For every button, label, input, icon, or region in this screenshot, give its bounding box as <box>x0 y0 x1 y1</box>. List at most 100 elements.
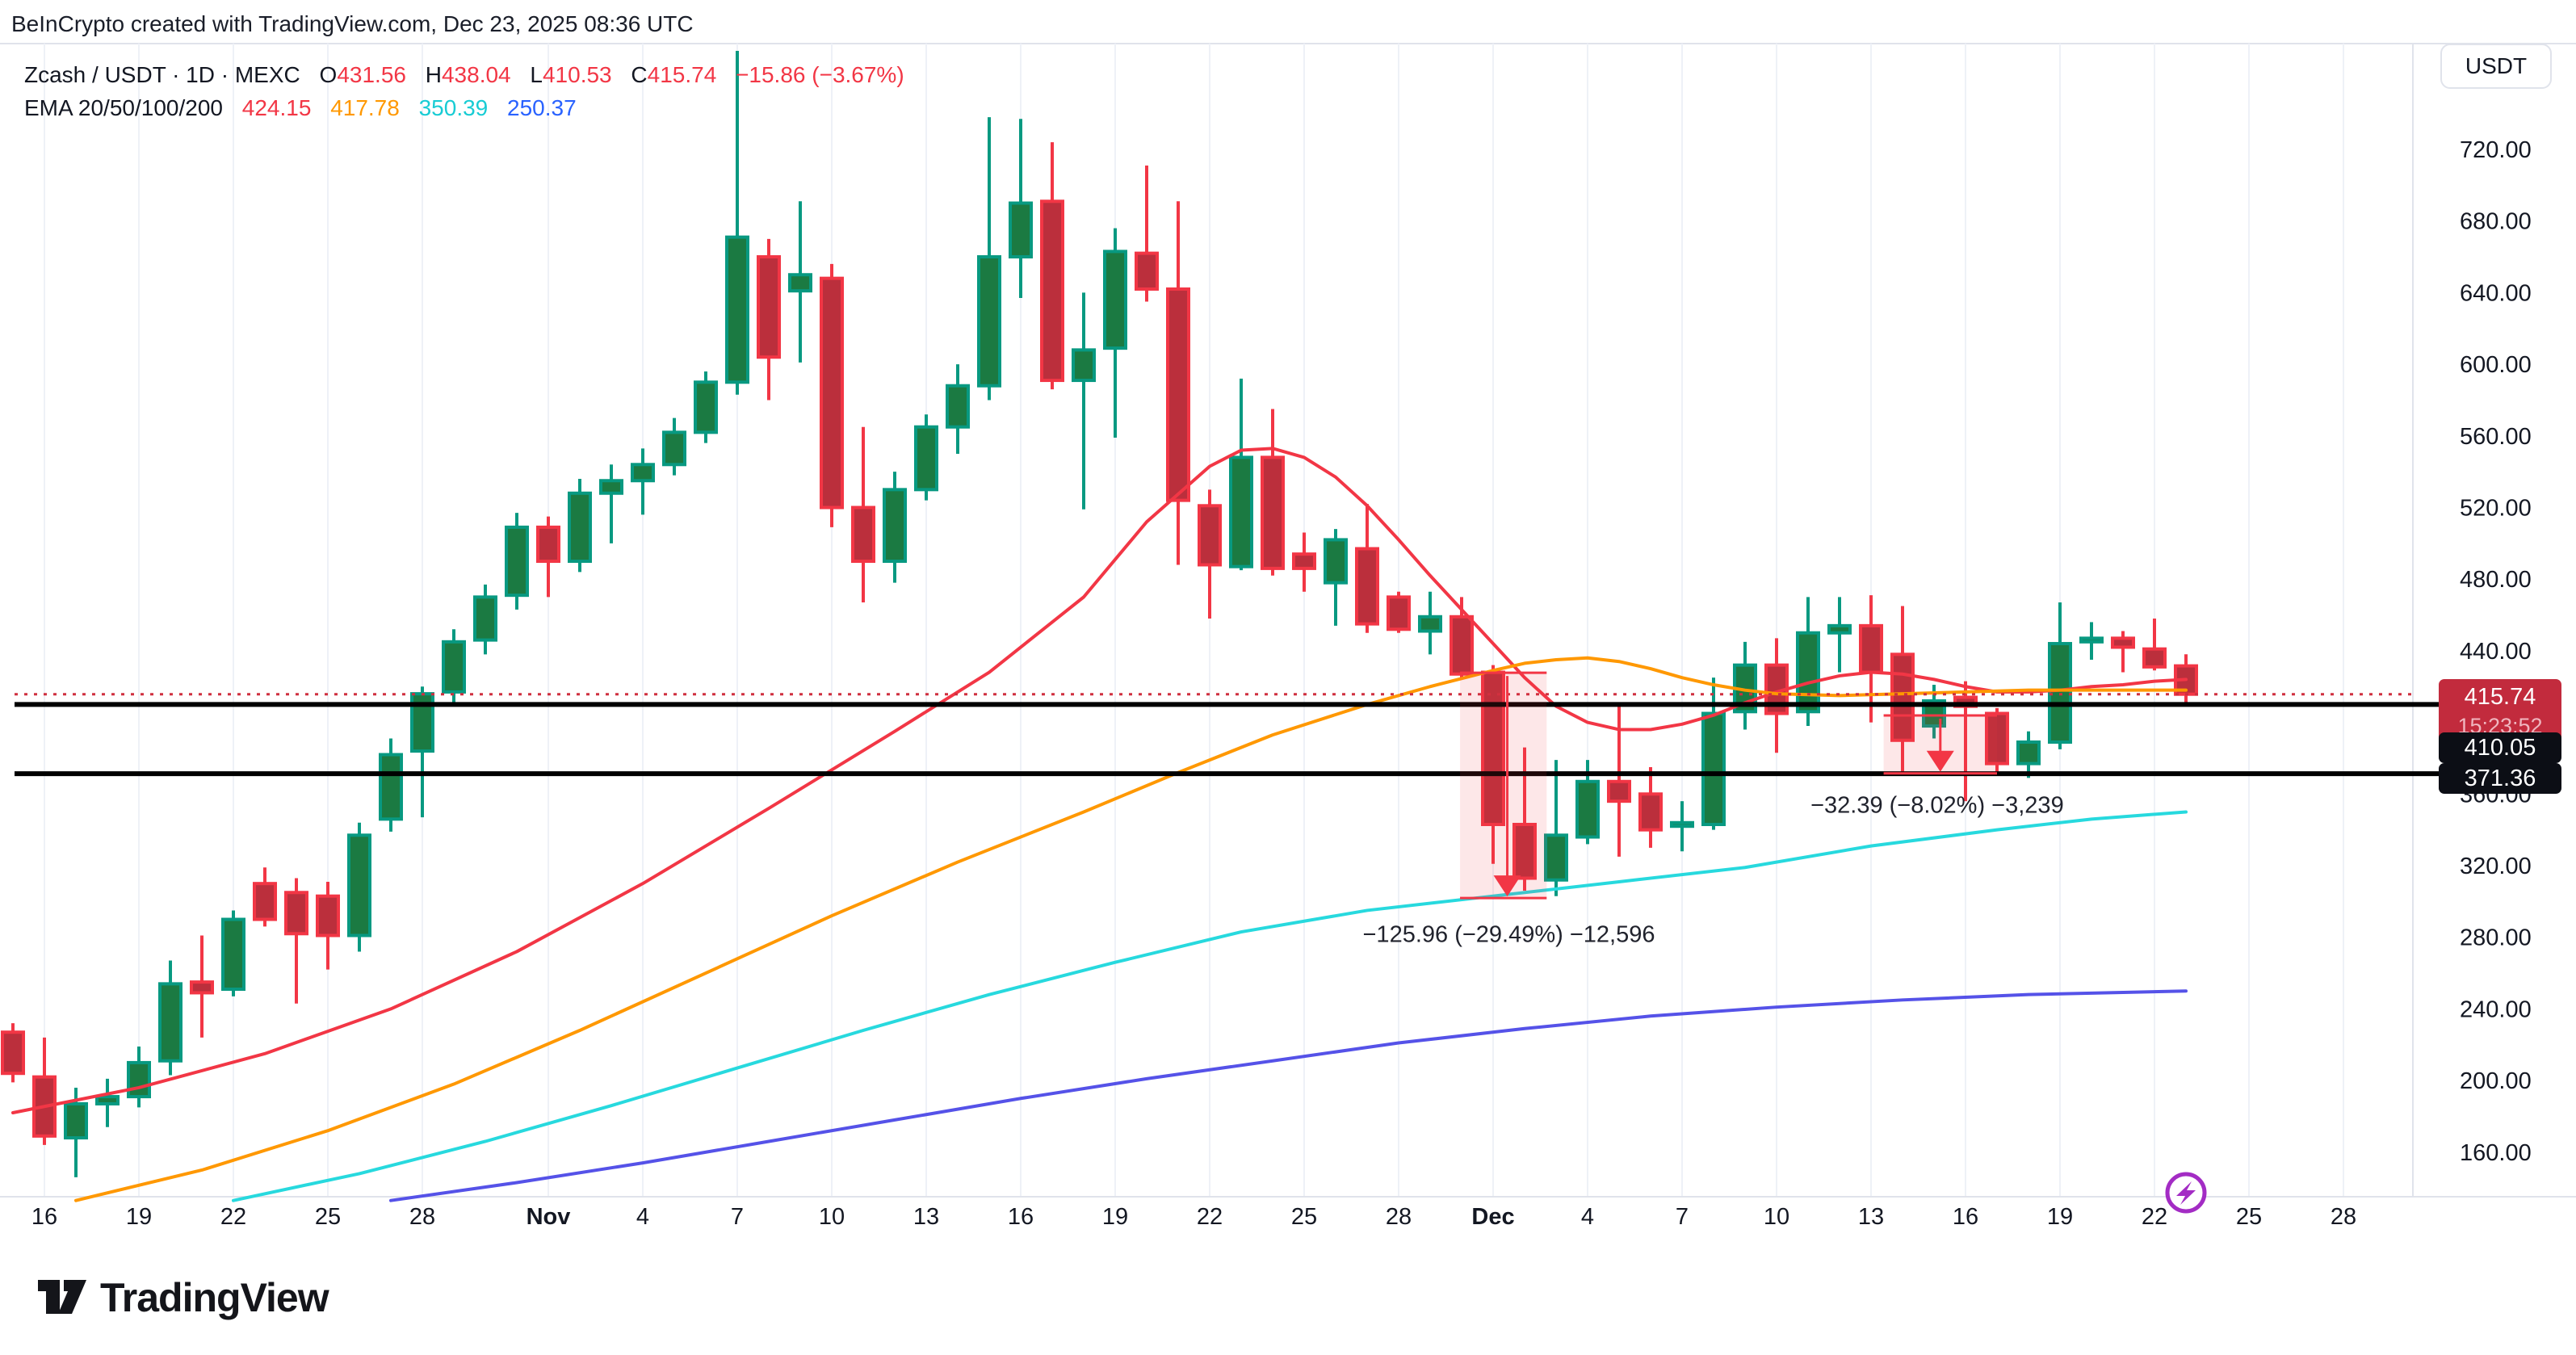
candle-body <box>820 276 844 510</box>
candle-body <box>1544 833 1568 882</box>
candle-body <box>2142 647 2167 669</box>
candle <box>1261 409 1285 576</box>
candle <box>190 935 214 1038</box>
candle-body <box>1292 552 1316 570</box>
price-axis-label: 280.00 <box>2460 925 2532 951</box>
candle <box>1387 591 1411 633</box>
time-axis-label: 28 <box>1386 1204 1412 1230</box>
price-axis-label: 160.00 <box>2460 1140 2532 1166</box>
measure-box-1[interactable] <box>1460 671 1547 900</box>
candle-body <box>1103 250 1127 350</box>
symbol-title: Zcash / USDT · 1D · MEXC <box>24 62 300 87</box>
measure-box-2[interactable] <box>1883 714 1997 775</box>
time-axis-label: 16 <box>1953 1204 1978 1230</box>
candle-body <box>1198 504 1222 567</box>
candle-body <box>64 1101 88 1140</box>
time-axis-label: Dec <box>1471 1204 1514 1230</box>
candle-body <box>662 430 686 467</box>
time-axis[interactable]: 16 19 22 25 28 Nov 4 7 10 13 16 19 22 25 28 Dec 4 7 10 13 16… <box>31 1204 2356 1230</box>
ema-line-ema20[interactable] <box>11 447 2188 1115</box>
candle <box>1418 591 1442 655</box>
candle-body <box>1 1030 25 1076</box>
candle <box>253 867 277 927</box>
flash-icon[interactable] <box>2165 1172 2207 1214</box>
candle <box>32 1037 57 1145</box>
last-price-value: 415.74 <box>2464 684 2536 710</box>
candle <box>1638 767 1663 848</box>
ema20-value: 424.15 <box>241 95 312 120</box>
candle <box>725 51 749 395</box>
candle <box>1827 597 1852 673</box>
candle <box>694 371 718 443</box>
ema200-value: 250.37 <box>507 95 577 120</box>
candle-body <box>599 479 623 495</box>
price-axis-label: 680.00 <box>2460 209 2532 235</box>
time-axis-label: 22 <box>2142 1204 2167 1230</box>
tradingview-logo[interactable]: TradingView <box>37 1274 329 1321</box>
candle-body <box>1229 455 1253 568</box>
time-axis-label: 19 <box>1102 1204 1128 1230</box>
candle <box>820 263 844 527</box>
candle-body <box>253 882 277 921</box>
candle <box>1 1023 25 1083</box>
candle <box>1009 119 1033 299</box>
candle-body <box>1009 201 1033 259</box>
candle-body <box>694 380 718 434</box>
ema-line-ema100[interactable] <box>232 810 2188 1202</box>
candle-body <box>1638 792 1663 832</box>
candle <box>631 448 655 515</box>
candle <box>1135 165 1159 302</box>
candle <box>2048 602 2072 749</box>
candle <box>1072 292 1096 510</box>
candle-body <box>1418 615 1442 633</box>
low-value: 410.53 <box>542 62 612 87</box>
candle <box>1040 142 1064 390</box>
candle-body <box>1040 199 1064 383</box>
attribution-note: BeInCrypto created with TradingView.com,… <box>11 11 694 36</box>
legend-symbol-row: Zcash / USDT · 1D · MEXC O431.56 H438.04… <box>24 58 904 91</box>
candle <box>662 417 686 476</box>
ema-line-ema50[interactable] <box>74 656 2188 1202</box>
candle-body <box>2111 636 2135 649</box>
close-value: 415.74 <box>647 62 717 87</box>
currency-badge: USDT <box>2440 44 2552 89</box>
candle <box>95 1078 120 1127</box>
time-axis-label: 7 <box>731 1204 744 1230</box>
high-label: H <box>425 62 442 87</box>
ema-line-ema200[interactable] <box>389 989 2188 1202</box>
price-axis-label: 560.00 <box>2460 424 2532 450</box>
gridlines <box>44 44 2344 1197</box>
time-axis-label: 4 <box>1581 1204 1594 1230</box>
time-axis-label: 28 <box>409 1204 435 1230</box>
candle-body <box>284 891 308 936</box>
candle <box>2079 622 2104 660</box>
candle <box>158 960 183 1076</box>
candle <box>1607 706 1631 857</box>
candle-body <box>1135 251 1159 291</box>
ema-label: EMA 20/50/100/200 <box>24 95 223 120</box>
price-axis-label: 200.00 <box>2460 1068 2532 1094</box>
level-price-badge-371: 371.36 <box>2439 763 2561 794</box>
candle-series[interactable] <box>1 51 2198 1177</box>
candle <box>1198 489 1222 619</box>
change-value: −15.86 (−3.67%) <box>736 62 904 87</box>
time-axis-label: 25 <box>2236 1204 2262 1230</box>
candle <box>1229 378 1253 571</box>
candle <box>1544 760 1568 896</box>
flash-icon-bolt <box>2176 1181 2196 1205</box>
candle-body <box>316 894 340 938</box>
time-axis-label: 13 <box>1858 1204 1884 1230</box>
candle <box>505 513 529 610</box>
time-axis-label: 28 <box>2331 1204 2356 1230</box>
close-label: C <box>631 62 648 87</box>
measure-label-december: −32.39 (−8.02%) −3,239 <box>1810 792 2064 819</box>
candle-body <box>379 753 403 821</box>
candle <box>284 878 308 1004</box>
time-axis-label: 13 <box>913 1204 939 1230</box>
price-axis[interactable]: 720.00 680.00 640.00 600.00 560.00 520.00 480.… <box>2460 137 2532 1166</box>
candle <box>127 1046 151 1108</box>
candle-body <box>1607 779 1631 803</box>
high-value: 438.04 <box>441 62 511 87</box>
candle-body <box>442 640 466 694</box>
